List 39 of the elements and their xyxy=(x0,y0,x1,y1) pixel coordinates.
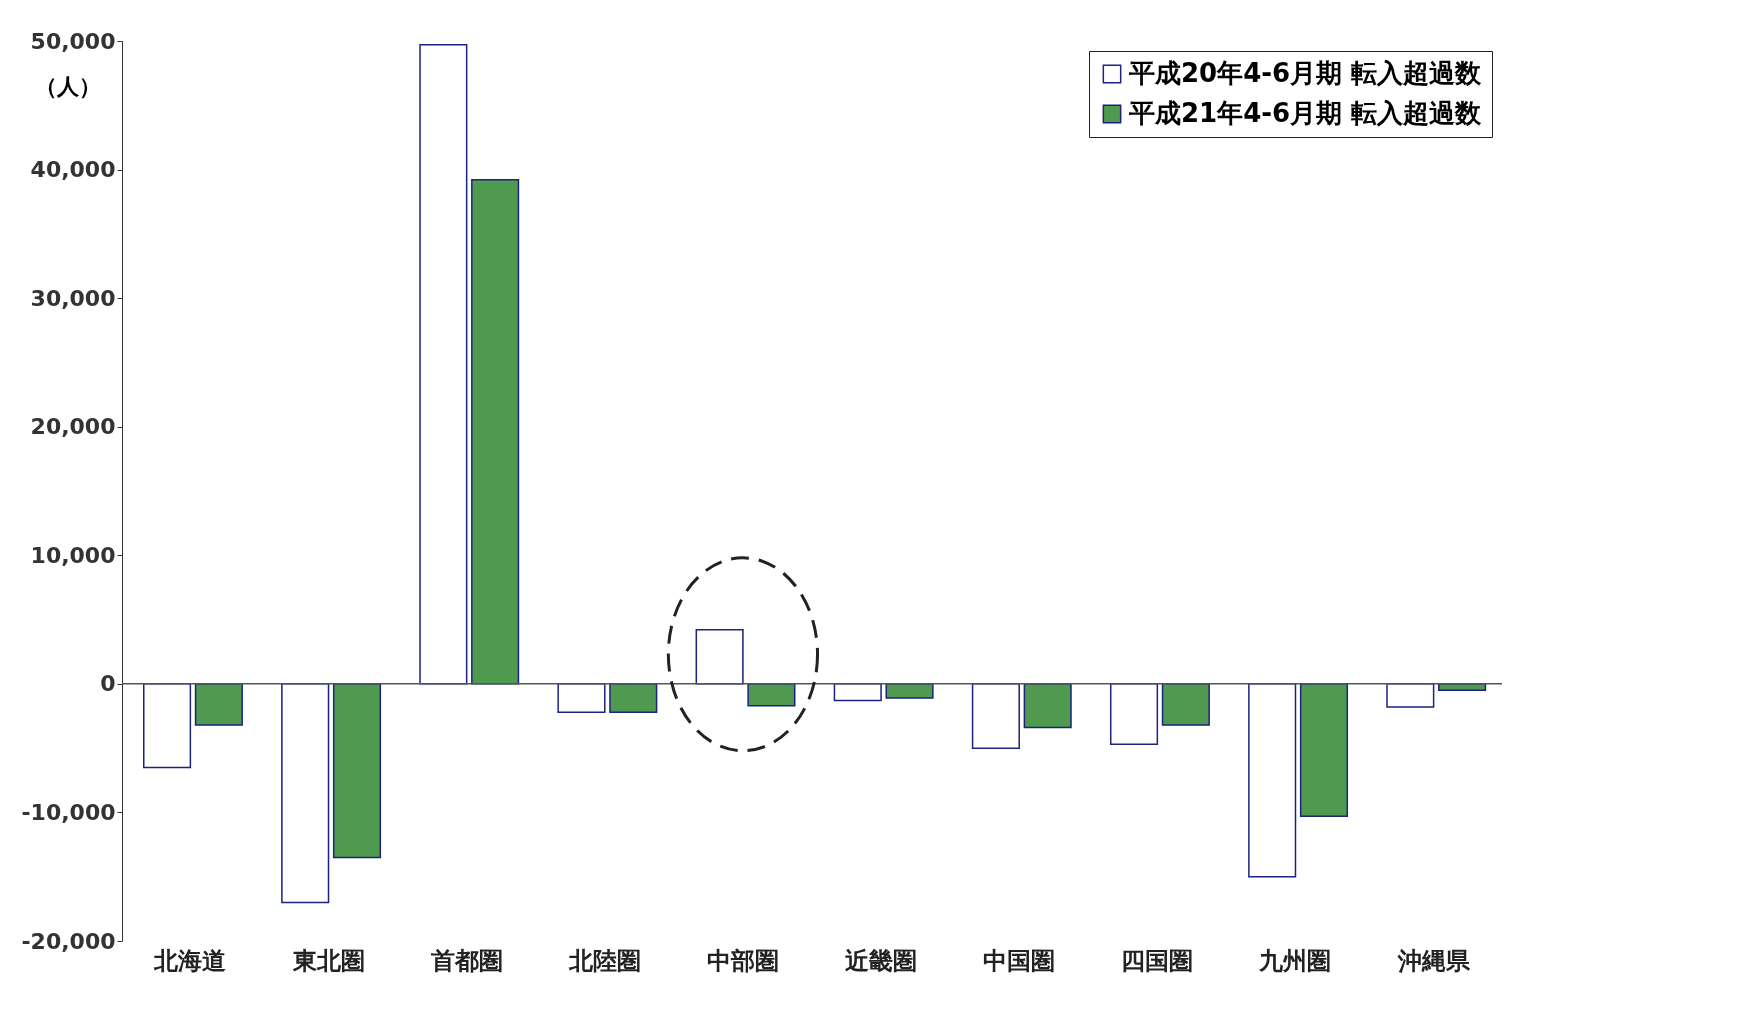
bar xyxy=(1299,683,1349,818)
bar xyxy=(885,683,934,699)
bar xyxy=(1023,683,1072,729)
x-tick-label: 近畿圏 xyxy=(845,946,918,975)
bar xyxy=(695,629,744,685)
x-tick-label: 東北圏 xyxy=(291,946,365,975)
y-tick-label: 20,000 xyxy=(30,414,116,440)
bar xyxy=(419,44,468,685)
x-tick-label: 九州圏 xyxy=(1258,946,1332,975)
bar xyxy=(1109,683,1159,746)
y-tick-label: 10,000 xyxy=(30,542,116,568)
y-tick-label: 40,000 xyxy=(30,157,116,183)
bar xyxy=(747,683,796,707)
bar xyxy=(609,683,658,713)
bar xyxy=(557,683,606,713)
x-tick-label: 北陸圏 xyxy=(567,946,641,975)
y-tick-label: 50,000 xyxy=(30,28,116,54)
y-tick-label: -10,000 xyxy=(21,799,116,825)
bar xyxy=(971,683,1020,749)
bar xyxy=(194,683,243,726)
bar xyxy=(1161,683,1210,726)
bar xyxy=(471,179,520,685)
x-tick-label: 中部圏 xyxy=(706,946,779,975)
y-tick-label: 30,000 xyxy=(30,285,116,311)
bar xyxy=(143,683,192,769)
bar xyxy=(281,683,330,904)
legend-label: 平成21年4-6月期 転入超過数 xyxy=(1128,98,1483,128)
bar xyxy=(332,683,382,859)
x-tick-label: 北海道 xyxy=(153,946,227,975)
legend-label: 平成20年4-6月期 転入超過数 xyxy=(1128,58,1483,88)
bar xyxy=(1248,683,1297,878)
y-tick-label: -20,000 xyxy=(21,928,116,954)
x-tick-label: 首都圏 xyxy=(429,946,503,975)
x-tick-label: 沖縄県 xyxy=(1396,946,1471,975)
x-tick-label: 中国圏 xyxy=(983,946,1056,975)
y-axis-title: （人） xyxy=(34,73,101,99)
bar xyxy=(1386,683,1435,708)
x-tick-label: 四国圏 xyxy=(1121,946,1194,975)
y-tick-label: 0 xyxy=(100,671,116,697)
